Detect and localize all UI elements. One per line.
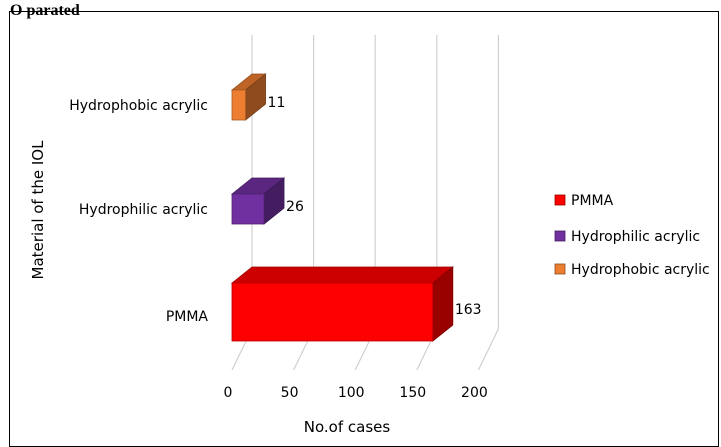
bar-hydrophobic-acrylic: [231, 89, 246, 121]
x-tick-labels: 0 50 100 150 200: [224, 385, 488, 401]
category-label: PMMA: [166, 309, 209, 325]
data-labels: 163 26 11: [268, 95, 482, 318]
header-cut-text: O parated: [10, 2, 80, 19]
bar-top-face: [230, 266, 454, 284]
category-label: Hydrophobic acrylic: [69, 98, 208, 114]
legend: PMMA Hydrophilic acrylic Hydrophobic acryl…: [554, 193, 710, 278]
legend-label: Hydrophobic acrylic: [571, 262, 710, 278]
x-tick-label: 100: [338, 385, 365, 401]
legend-label: PMMA: [571, 193, 614, 209]
data-label: 26: [286, 199, 304, 215]
floor-line-200: [477, 328, 499, 371]
bar-hydrophilic-acrylic: [231, 193, 265, 225]
legend-swatch: [554, 194, 566, 206]
category-labels: PMMA Hydrophilic acrylic Hydrophobic acryl…: [69, 98, 208, 325]
data-label: 11: [268, 95, 286, 111]
legend-label: Hydrophilic acrylic: [571, 229, 700, 245]
legend-swatch: [554, 230, 566, 242]
category-label: Hydrophilic acrylic: [79, 202, 208, 218]
x-tick-label: 200: [461, 385, 488, 401]
x-axis-title: No.of cases: [304, 418, 391, 436]
y-axis-title: Material of the IOL: [29, 140, 47, 280]
bar-pmma: [231, 282, 434, 342]
legend-swatch: [554, 263, 566, 275]
x-tick-label: 150: [399, 385, 426, 401]
x-tick-label: 50: [281, 385, 299, 401]
bars: [230, 73, 454, 342]
x-tick-label: 0: [224, 385, 233, 401]
data-label: 163: [455, 302, 482, 318]
